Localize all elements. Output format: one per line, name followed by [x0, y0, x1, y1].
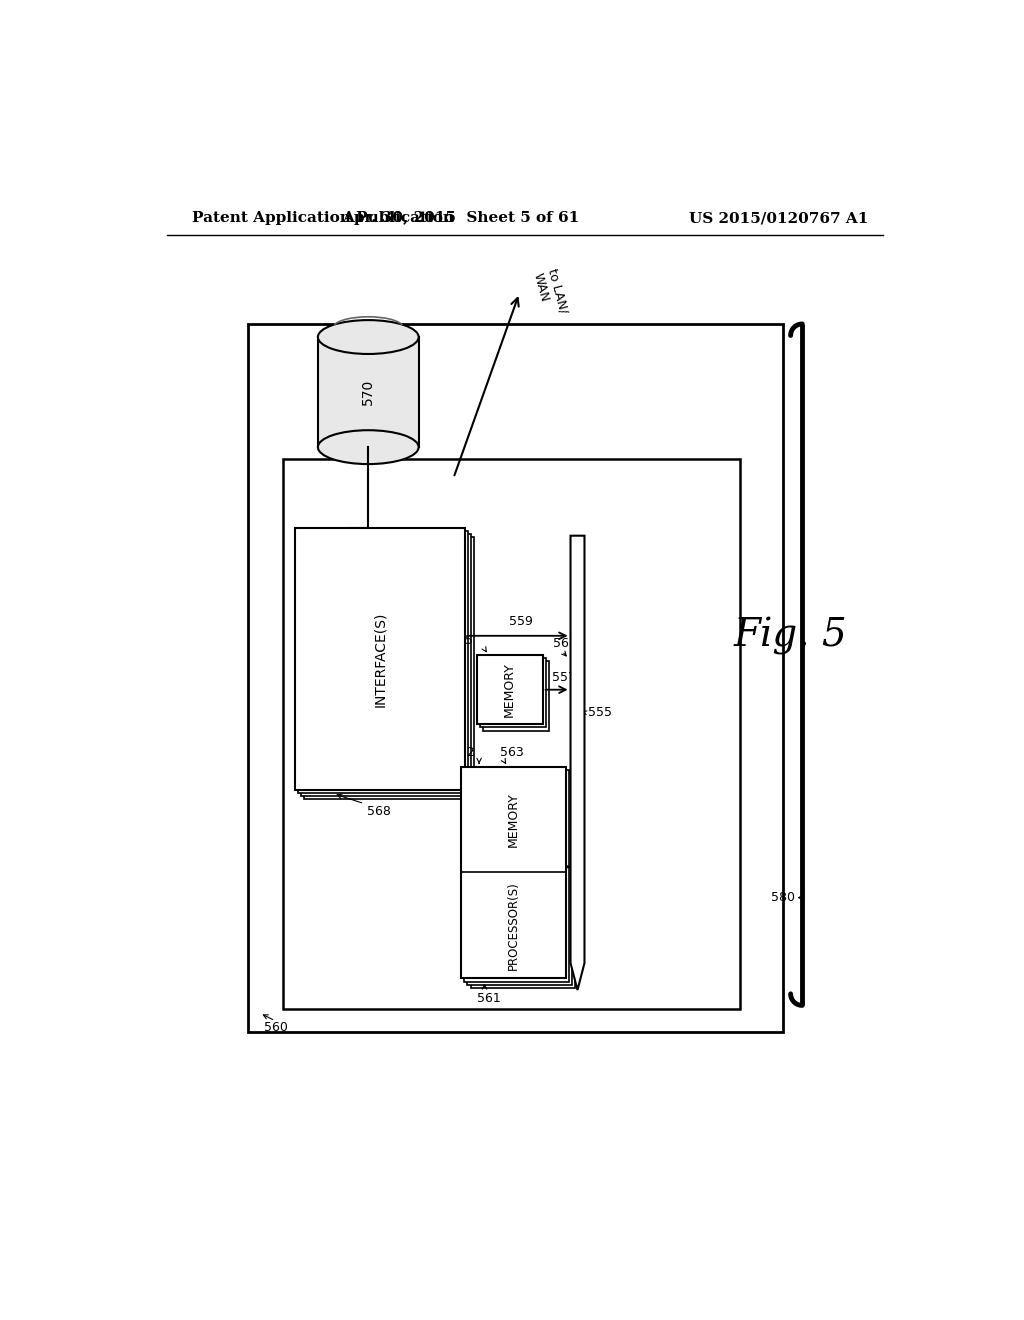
Text: 567: 567: [553, 636, 577, 649]
Bar: [295, 528, 465, 789]
Ellipse shape: [317, 321, 419, 354]
Bar: [301, 535, 471, 796]
Bar: [317, 337, 419, 447]
Bar: [480, 659, 546, 727]
Text: INTERFACE(S): INTERFACE(S): [373, 611, 387, 706]
Text: 570: 570: [361, 379, 375, 405]
Text: 562: 562: [452, 746, 475, 759]
Polygon shape: [570, 536, 585, 990]
Text: to LAN/
WAN: to LAN/ WAN: [531, 268, 570, 319]
Ellipse shape: [317, 430, 419, 465]
Bar: [283, 459, 740, 1010]
Text: Apr. 30, 2015  Sheet 5 of 61: Apr. 30, 2015 Sheet 5 of 61: [343, 211, 580, 226]
Text: 565: 565: [449, 635, 473, 647]
Text: 563: 563: [500, 746, 523, 759]
Bar: [471, 776, 575, 987]
Bar: [483, 661, 549, 730]
Text: 559: 559: [509, 615, 534, 628]
Text: MEMORY: MEMORY: [503, 663, 516, 717]
Bar: [464, 770, 569, 982]
Text: Fig. 5: Fig. 5: [734, 616, 848, 655]
Text: 557: 557: [552, 671, 575, 684]
Bar: [461, 767, 566, 978]
Text: PROCESSOR(S): PROCESSOR(S): [507, 880, 520, 970]
Text: 560: 560: [263, 1020, 288, 1034]
Bar: [467, 774, 572, 985]
Text: 561: 561: [476, 991, 501, 1005]
Text: 555: 555: [589, 706, 612, 719]
Text: Patent Application Publication: Patent Application Publication: [191, 211, 454, 226]
Text: MEMORY: MEMORY: [507, 792, 520, 847]
Bar: [298, 531, 468, 793]
Bar: [477, 655, 543, 725]
Text: US 2015/0120767 A1: US 2015/0120767 A1: [689, 211, 868, 226]
Bar: [304, 537, 474, 799]
Text: 568: 568: [367, 805, 390, 818]
Bar: [248, 323, 783, 1032]
Text: 580: 580: [770, 891, 795, 904]
